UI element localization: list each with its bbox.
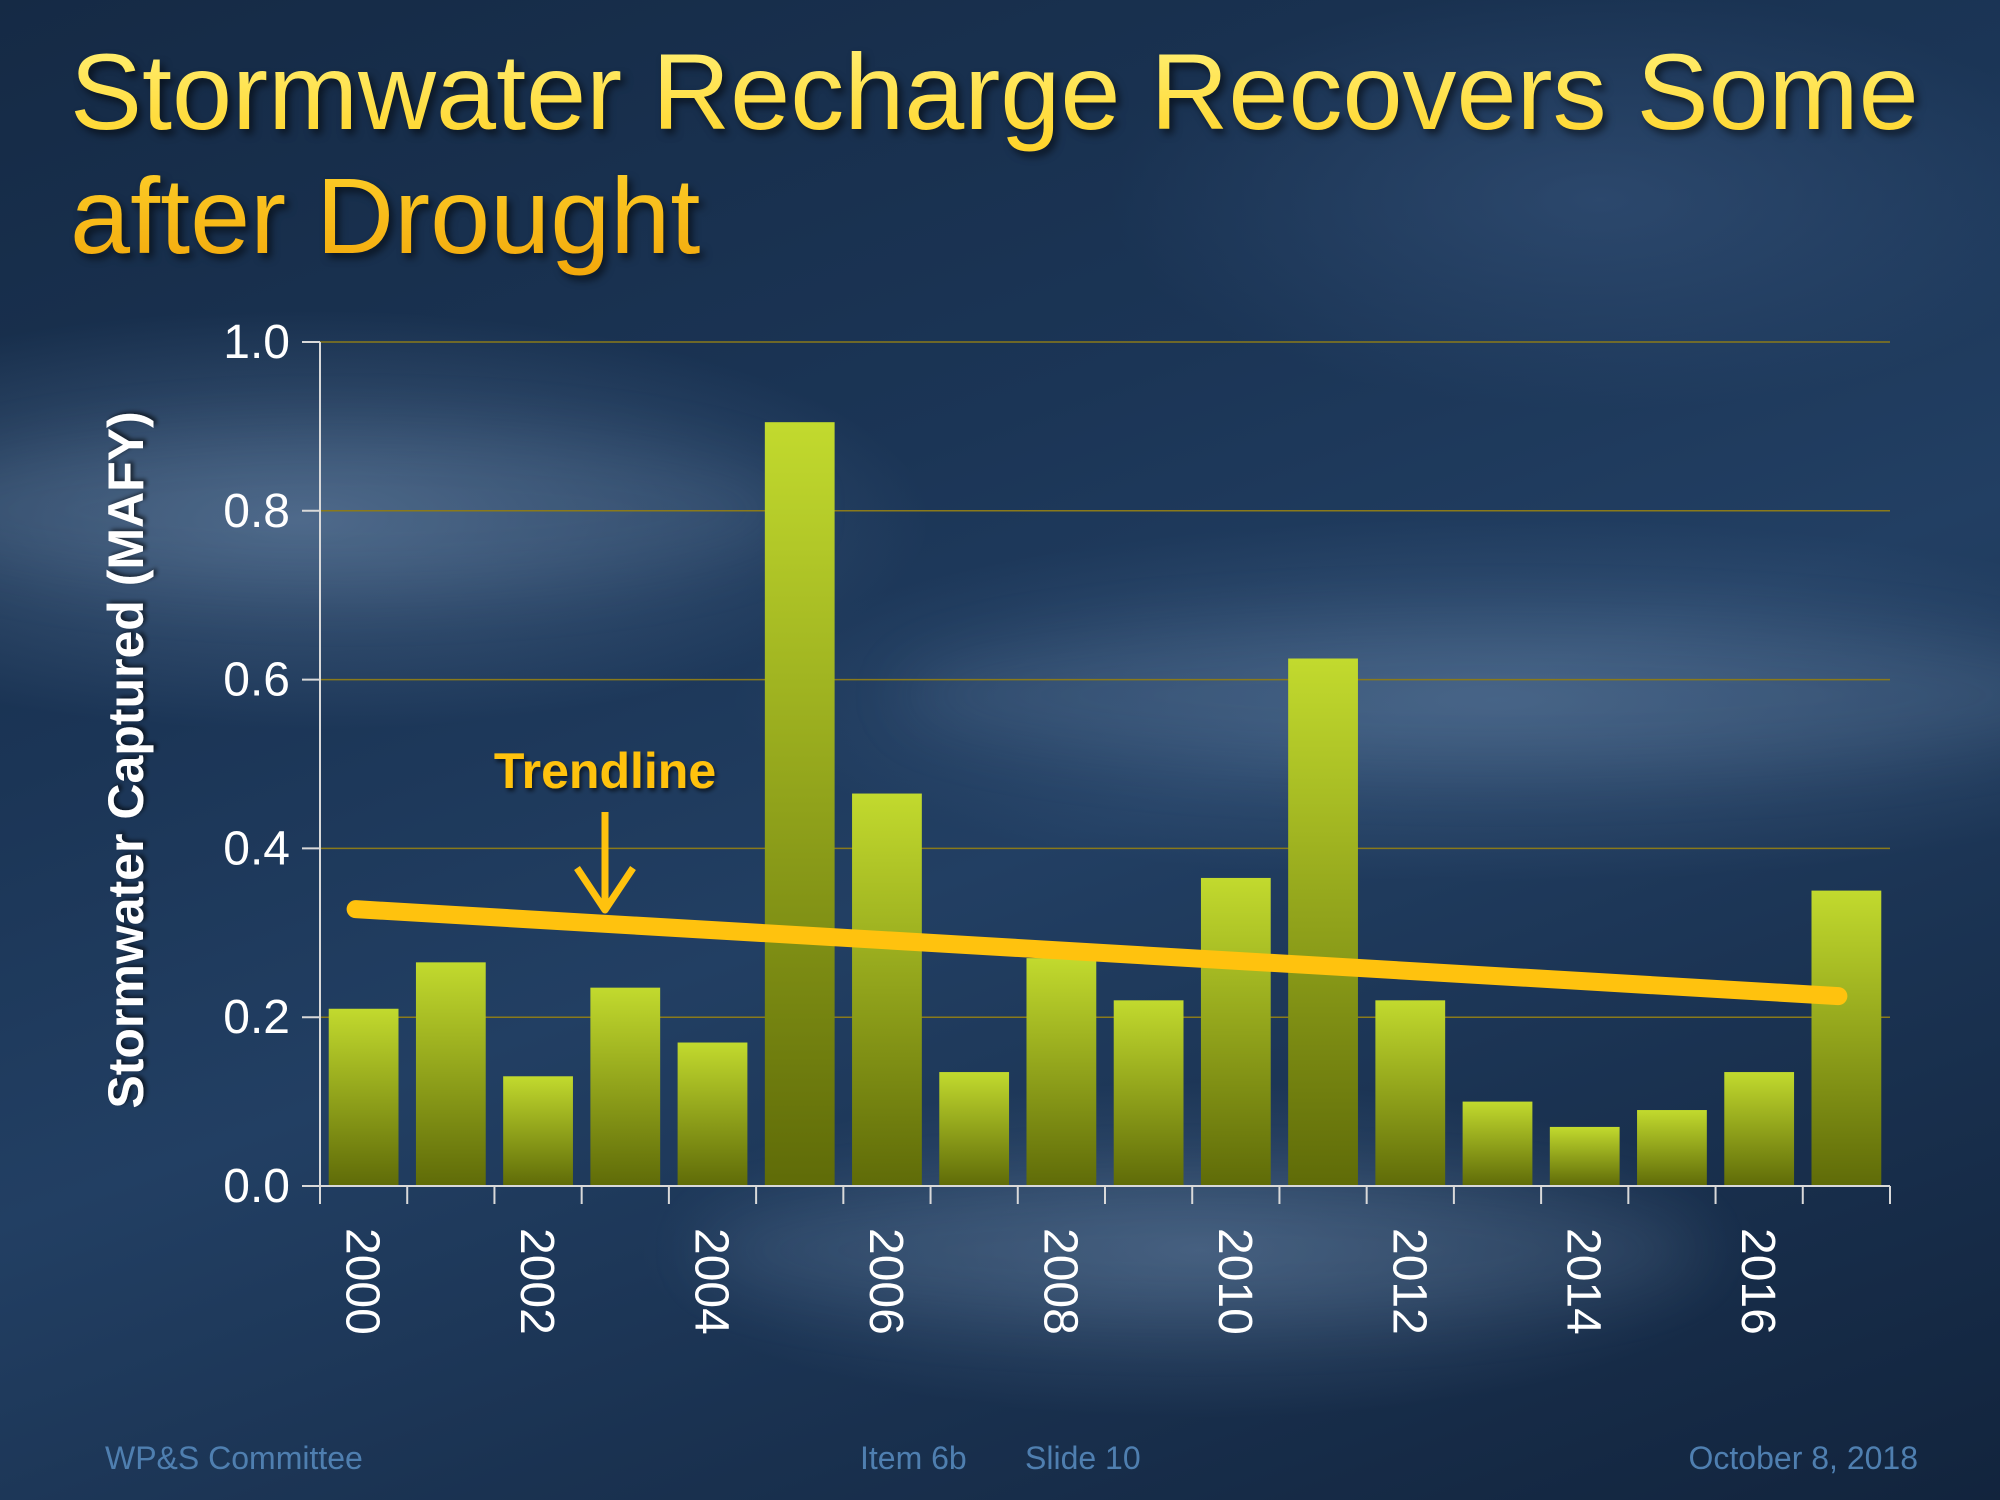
x-tick-label: 2002: [510, 1228, 563, 1335]
bar-2016: [1724, 1072, 1795, 1186]
x-tick-label: 2006: [859, 1228, 912, 1335]
footer-slide-number: Slide 10: [1025, 1440, 1141, 1476]
x-tick-label: 2004: [685, 1228, 738, 1335]
bar-2007: [939, 1072, 1010, 1186]
bar-2005: [764, 422, 835, 1186]
bars: [328, 422, 1882, 1186]
x-tick-label: 2016: [1731, 1228, 1784, 1335]
x-tick-label: 2000: [336, 1228, 389, 1335]
x-tick-label: 2012: [1382, 1228, 1435, 1335]
bar-2017: [1811, 890, 1882, 1186]
bar-2003: [590, 987, 661, 1186]
y-axis-label: Stormwater Captured (MAFY): [98, 411, 154, 1108]
y-tick-label: 0.6: [223, 654, 290, 707]
background-streak: [700, 1180, 1700, 1320]
x-tick-label: 2008: [1033, 1228, 1086, 1335]
footer-committee: WP&S Committee: [105, 1440, 363, 1476]
trendline-arrow-head: [574, 866, 636, 914]
slide-title: Stormwater Recharge Recovers Some after …: [70, 30, 1990, 278]
bar-2006: [852, 793, 922, 1186]
bar-2014: [1549, 1126, 1620, 1186]
y-tick-label: 0.4: [223, 822, 290, 875]
bar-2011: [1288, 658, 1358, 1186]
gridlines: [320, 341, 1890, 1018]
y-tick-label: 0.2: [223, 991, 290, 1044]
trendline-label: Trendline: [494, 743, 716, 799]
background-streak: [900, 620, 2000, 770]
y-tick-label: 1.0: [223, 316, 290, 369]
y-tick-label: 0.8: [223, 485, 290, 538]
bar-2010: [1200, 877, 1271, 1186]
bar-2012: [1375, 1000, 1446, 1186]
x-tick-label: 2010: [1208, 1228, 1261, 1335]
bar-2013: [1462, 1101, 1533, 1186]
axes: 0.0 0.2 0.4 0.6 0.8 1.0 2000 2002 2004 2006 2008 20…: [223, 316, 1891, 1335]
x-tick-label: 2014: [1557, 1228, 1610, 1335]
y-tick-label: 0.0: [223, 1160, 290, 1213]
trendline: [346, 900, 1848, 1006]
bar-2004: [677, 1042, 748, 1186]
background-streak: [0, 430, 800, 590]
bar-2002: [503, 1076, 573, 1186]
bar-2015: [1637, 1110, 1707, 1186]
bar-2008: [1026, 958, 1097, 1186]
footer-date: October 8, 2018: [1688, 1440, 1918, 1476]
bar-2000: [328, 1008, 399, 1186]
footer-item-number: Item 6b: [860, 1440, 967, 1476]
bar-2001: [415, 962, 486, 1186]
bar-2009: [1113, 1000, 1184, 1186]
trendline-group: Trendline: [346, 743, 1848, 1006]
